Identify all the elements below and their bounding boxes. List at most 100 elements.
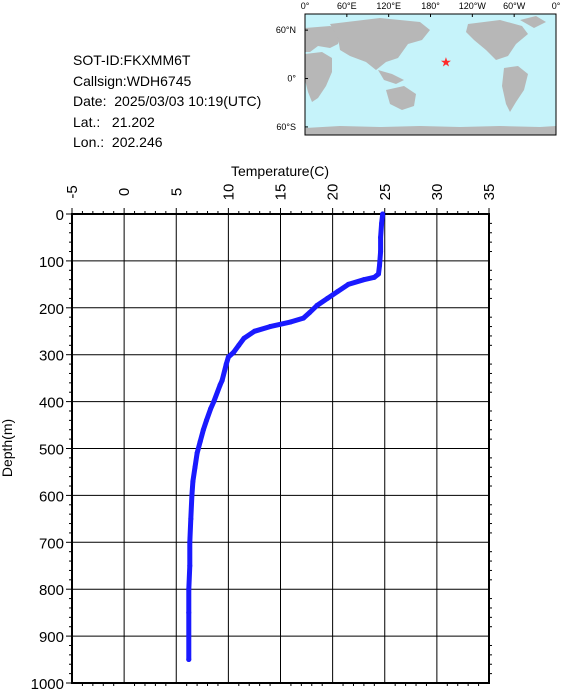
data-point	[375, 271, 381, 277]
data-point	[300, 315, 306, 321]
data-point	[223, 361, 229, 367]
data-point	[208, 406, 214, 412]
date-text: Date: 2025/03/03 10:19(UTC)	[73, 93, 262, 109]
data-point	[361, 277, 367, 283]
y-tick-label: 400	[39, 395, 64, 412]
y-tick-labels: 0 100 200 300 400 500 600 700 800 900 1000	[31, 207, 64, 690]
map-lon-label: 60°E	[337, 1, 357, 11]
data-point	[335, 288, 341, 294]
data-point	[377, 263, 383, 269]
y-tick-label: 800	[39, 582, 64, 599]
land-antarctica	[305, 126, 556, 135]
y-tick-label: 500	[39, 442, 64, 459]
map-lat-label: 60°N	[276, 25, 296, 35]
x-tick-label: 20	[325, 184, 342, 201]
data-point	[186, 610, 192, 616]
callsign-text: Callsign:WDH6745	[73, 72, 192, 89]
data-point	[219, 377, 225, 383]
map-lat-label: 60°S	[276, 122, 296, 132]
land-south-america	[502, 66, 528, 112]
data-point	[187, 539, 193, 545]
x-axis-label: Temperature(C)	[231, 163, 329, 179]
data-point	[190, 478, 196, 484]
x-tick-label: 25	[377, 184, 394, 201]
data-point	[225, 354, 231, 360]
map-lon-label: 180°	[421, 1, 440, 11]
lon-text: Lon.: 202.246	[73, 134, 163, 150]
data-point	[345, 281, 351, 287]
data-point	[186, 633, 192, 639]
data-point	[288, 319, 294, 325]
land-australia	[386, 86, 416, 110]
float-position-marker: ★	[440, 54, 452, 69]
y-tick-label: 100	[39, 254, 64, 271]
map-top-labels: 0° 60°E 120°E 180° 120°W 60°W 0°	[301, 1, 561, 11]
x-tick-label: 0	[116, 188, 133, 196]
x-tick-label: 35	[481, 184, 498, 201]
data-point	[194, 450, 200, 456]
land-africa	[305, 52, 332, 102]
y-tick-label: 600	[39, 488, 64, 505]
data-point	[203, 417, 209, 423]
land-europe	[305, 26, 342, 52]
map-land	[305, 16, 556, 135]
x-tick-label: -5	[64, 185, 81, 198]
x-tick-label: 15	[273, 184, 290, 201]
x-tick-label: 30	[429, 184, 446, 201]
land-north-america	[466, 20, 528, 60]
map-lon-label: 120°E	[376, 1, 401, 11]
data-point	[251, 328, 257, 334]
data-point	[217, 382, 223, 388]
minor-ticks	[66, 208, 492, 686]
temperature-profile-line	[186, 211, 386, 662]
data-point	[378, 234, 384, 240]
y-tick-label: 300	[39, 348, 64, 365]
map-lon-label: 120°W	[459, 1, 487, 11]
map-lat-label: 0°	[287, 74, 296, 84]
data-point	[378, 249, 384, 255]
map-left-labels: 60°N 0° 60°S	[276, 25, 297, 132]
data-point	[231, 349, 237, 355]
y-tick-label: 0	[56, 207, 64, 224]
x-tick-labels: -5 0 5 10 15 20 25 30 35	[64, 184, 498, 201]
data-point	[314, 302, 320, 308]
data-point	[380, 211, 386, 217]
chart-grid	[71, 213, 490, 684]
temperature-profile-chart: -5 0 5 10 15 20 25 30 35 01002003004005006007008…	[0, 163, 498, 690]
y-tick-label: 1000	[31, 676, 64, 690]
y-tick-label: 700	[39, 535, 64, 552]
data-point	[192, 464, 198, 470]
data-point	[307, 309, 313, 315]
data-point	[379, 220, 385, 226]
lat-text: Lat.: 21.202	[73, 113, 155, 130]
map-lon-label: 0°	[552, 1, 561, 11]
data-point	[200, 427, 206, 433]
data-point	[267, 324, 273, 330]
x-tick-label: 5	[168, 188, 185, 196]
data-point	[241, 335, 247, 341]
land-asia	[330, 18, 430, 70]
map-lon-label: 60°W	[503, 1, 526, 11]
float-info-block: SOT-ID:FKXMM6T Callsign:WDH6745 Date: 20…	[73, 50, 261, 153]
data-point	[189, 492, 195, 498]
data-point	[187, 563, 193, 569]
y-tick-label: 200	[39, 301, 64, 318]
data-point	[324, 295, 330, 301]
location-map: 0° 60°E 120°E 180° 120°W 60°W 0° 60°N 0° 60°S ★	[276, 1, 561, 136]
land-indonesia	[378, 70, 404, 84]
data-point	[197, 438, 203, 444]
y-tick-label: 900	[39, 629, 64, 646]
data-point	[211, 399, 217, 405]
land-greenland	[520, 16, 546, 28]
data-point	[186, 657, 192, 663]
sot-id-text: SOT-ID:FKXMM6T	[73, 52, 191, 68]
map-lon-label: 0°	[301, 1, 310, 11]
data-point	[188, 516, 194, 522]
data-point	[186, 586, 192, 592]
data-point	[236, 342, 242, 348]
y-axis-label: Depth(m)	[0, 419, 15, 477]
data-point	[371, 274, 377, 280]
temperature-series	[186, 211, 386, 663]
x-tick-label: 10	[220, 184, 237, 201]
